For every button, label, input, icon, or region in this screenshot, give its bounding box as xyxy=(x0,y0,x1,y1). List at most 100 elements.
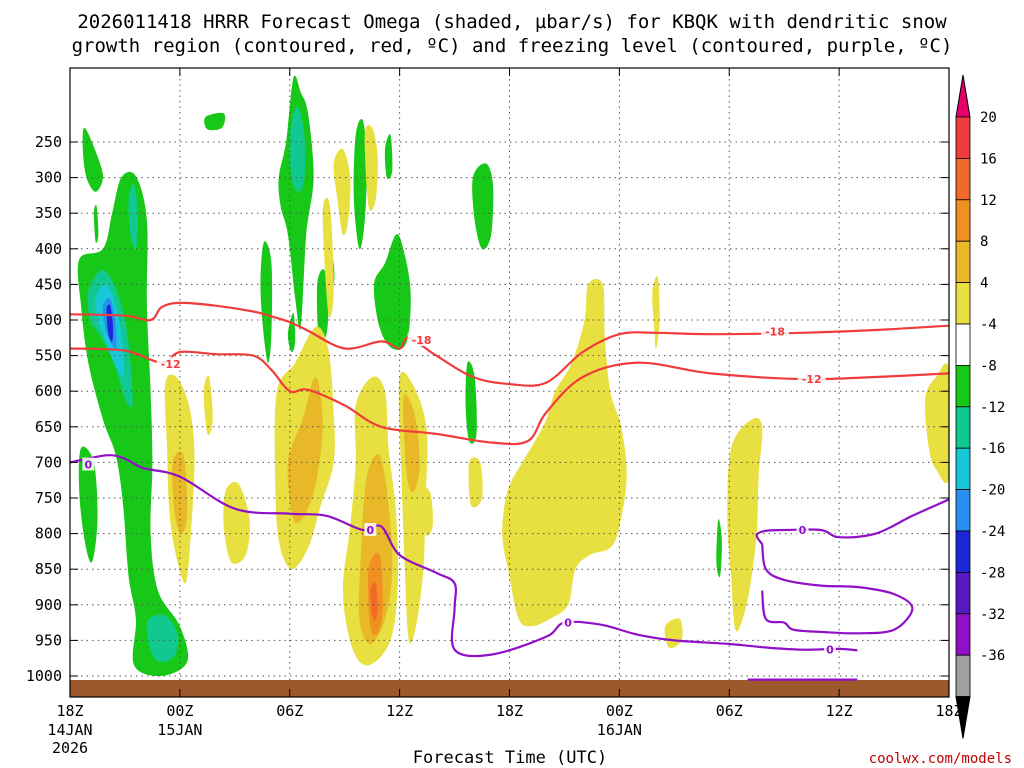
omega-region-weak-down xyxy=(302,345,309,408)
colorbar-label: -16 xyxy=(980,441,1005,457)
freezing-level-contour xyxy=(70,454,858,658)
temperature-contours: -12 -12 -18 -18 0 0 0 0 0 xyxy=(70,301,949,681)
colorbar-label: -24 xyxy=(980,524,1005,540)
colorbar-label: -28 xyxy=(980,565,1005,581)
omega-region-weak-down xyxy=(322,197,334,318)
colorbar-label: -4 xyxy=(980,317,997,333)
x-tick-label: 12Z xyxy=(386,702,413,720)
omega-region-weak-down xyxy=(664,618,683,649)
colorbar-label: -8 xyxy=(980,358,997,374)
omega-region-weak-up xyxy=(278,75,314,330)
contour-label: -18 xyxy=(765,325,785,338)
x-tick-label: 15JAN xyxy=(157,721,202,739)
colorbar-swatch xyxy=(955,282,971,325)
omega-shading xyxy=(77,75,949,677)
x-tick-label: 14JAN xyxy=(47,721,92,739)
omega-region-weak-up xyxy=(316,269,329,345)
omega-region-weak-down xyxy=(423,487,433,536)
colorbar-label: 16 xyxy=(980,151,997,167)
omega-region-weak-up xyxy=(353,118,367,250)
contour-label-bg xyxy=(562,615,575,629)
omega-region-weak-down xyxy=(924,363,949,484)
colorbar-swatch xyxy=(955,364,971,408)
x-tick-label: 18Z xyxy=(935,702,962,720)
colorbar-label: 12 xyxy=(980,193,997,209)
y-tick-label: 700 xyxy=(35,453,62,471)
y-tick-label: 900 xyxy=(35,596,62,614)
omega-region-weak-up xyxy=(82,127,104,192)
freezing-level-contour xyxy=(755,498,949,545)
y-tick-label: 400 xyxy=(35,240,62,258)
omega-region-weak-up xyxy=(260,241,273,363)
y-tick-label: 950 xyxy=(35,631,62,649)
x-tick-label: 06Z xyxy=(276,702,303,720)
contour-label: -12 xyxy=(161,358,181,371)
colorbar-swatch xyxy=(955,116,971,159)
omega-region-weak-up xyxy=(204,112,226,131)
contour-label-bg xyxy=(761,324,790,338)
y-tick-label: 250 xyxy=(35,133,62,151)
x-tick-label: 12Z xyxy=(826,702,853,720)
y-tick-label: 550 xyxy=(35,347,62,365)
colorbar-swatch xyxy=(955,406,971,449)
contour-label-bg xyxy=(797,372,826,386)
colorbar-label: 8 xyxy=(980,234,988,250)
contour-label: 0 xyxy=(826,644,834,657)
colorbar-label: 20 xyxy=(980,110,997,126)
omega-region-weak-up xyxy=(287,312,296,353)
contour-label: 0 xyxy=(366,524,374,537)
omega-region-weak-down xyxy=(727,417,763,632)
omega-region-weak-up xyxy=(93,204,99,243)
colorbar-label: -12 xyxy=(980,400,1005,416)
omega-region-mod-down xyxy=(403,394,420,492)
x-tick-label: 16JAN xyxy=(597,721,642,739)
omega-region-weak-down xyxy=(468,457,483,508)
omega-region-very-strong-down xyxy=(370,582,378,621)
contour-label: 0 xyxy=(799,524,807,537)
x-tick-label: 18Z xyxy=(56,702,83,720)
x-tick-label: 2026 xyxy=(52,739,88,757)
contour-label-bg xyxy=(82,457,95,471)
plot-area: -12 -12 -18 -18 0 0 0 0 0 xyxy=(70,68,949,697)
colorbar-swatch xyxy=(955,572,971,615)
colorbar-label: -36 xyxy=(980,648,1005,664)
omega-region-weak-down xyxy=(203,375,213,436)
y-tick-label: 850 xyxy=(35,560,62,578)
y-tick-label: 500 xyxy=(35,311,62,329)
x-axis-label: Forecast Time (UTC) xyxy=(413,748,607,768)
x-tick-label: 00Z xyxy=(166,702,193,720)
x-tick-label: 06Z xyxy=(716,702,743,720)
y-tick-label: 800 xyxy=(35,525,62,543)
contour-label: 0 xyxy=(84,459,92,472)
colorbar-label: 4 xyxy=(980,276,988,292)
colorbar-swatch xyxy=(955,489,971,532)
colorbar-label: -20 xyxy=(980,483,1005,499)
y-tick-label: 350 xyxy=(35,204,62,222)
dgz-temperature-contour xyxy=(70,347,949,446)
omega-region-mod-up xyxy=(146,614,179,662)
omega-region-weak-up xyxy=(373,234,411,350)
omega-region-weak-down xyxy=(502,279,627,627)
contour-label: -12 xyxy=(802,373,822,386)
colorbar-swatch xyxy=(955,447,971,491)
y-tick-label: 650 xyxy=(35,418,62,436)
contour-label: -18 xyxy=(412,334,432,347)
omega-region-mod-down xyxy=(287,377,323,523)
omega-region-weak-down xyxy=(223,481,250,564)
colorbar-legend: 20 16 12 8 4 -4 -8 -12 -16 -20 -24 -28 -32 -36 xyxy=(955,74,1005,739)
y-axis-ticks: 250 300 350 400 450 500 550 600 650 700 750 800 850 9… xyxy=(26,133,949,685)
omega-region-extreme-up xyxy=(106,304,114,342)
contour-label-bg xyxy=(823,642,836,656)
omega-region-weak-down xyxy=(652,276,660,349)
omega-region-mod-up xyxy=(128,184,138,250)
colorbar-swatch xyxy=(955,157,971,201)
contour-label-bg xyxy=(407,332,436,346)
y-tick-label: 300 xyxy=(35,169,62,187)
contour-label: 0 xyxy=(564,617,572,630)
credit-link[interactable]: coolwx.com/models xyxy=(869,751,1012,767)
colorbar-swatch xyxy=(955,240,971,283)
chart-title-line1: 2026011418 HRRR Forecast Omega (shaded, … xyxy=(77,11,947,33)
x-tick-label: 18Z xyxy=(496,702,523,720)
